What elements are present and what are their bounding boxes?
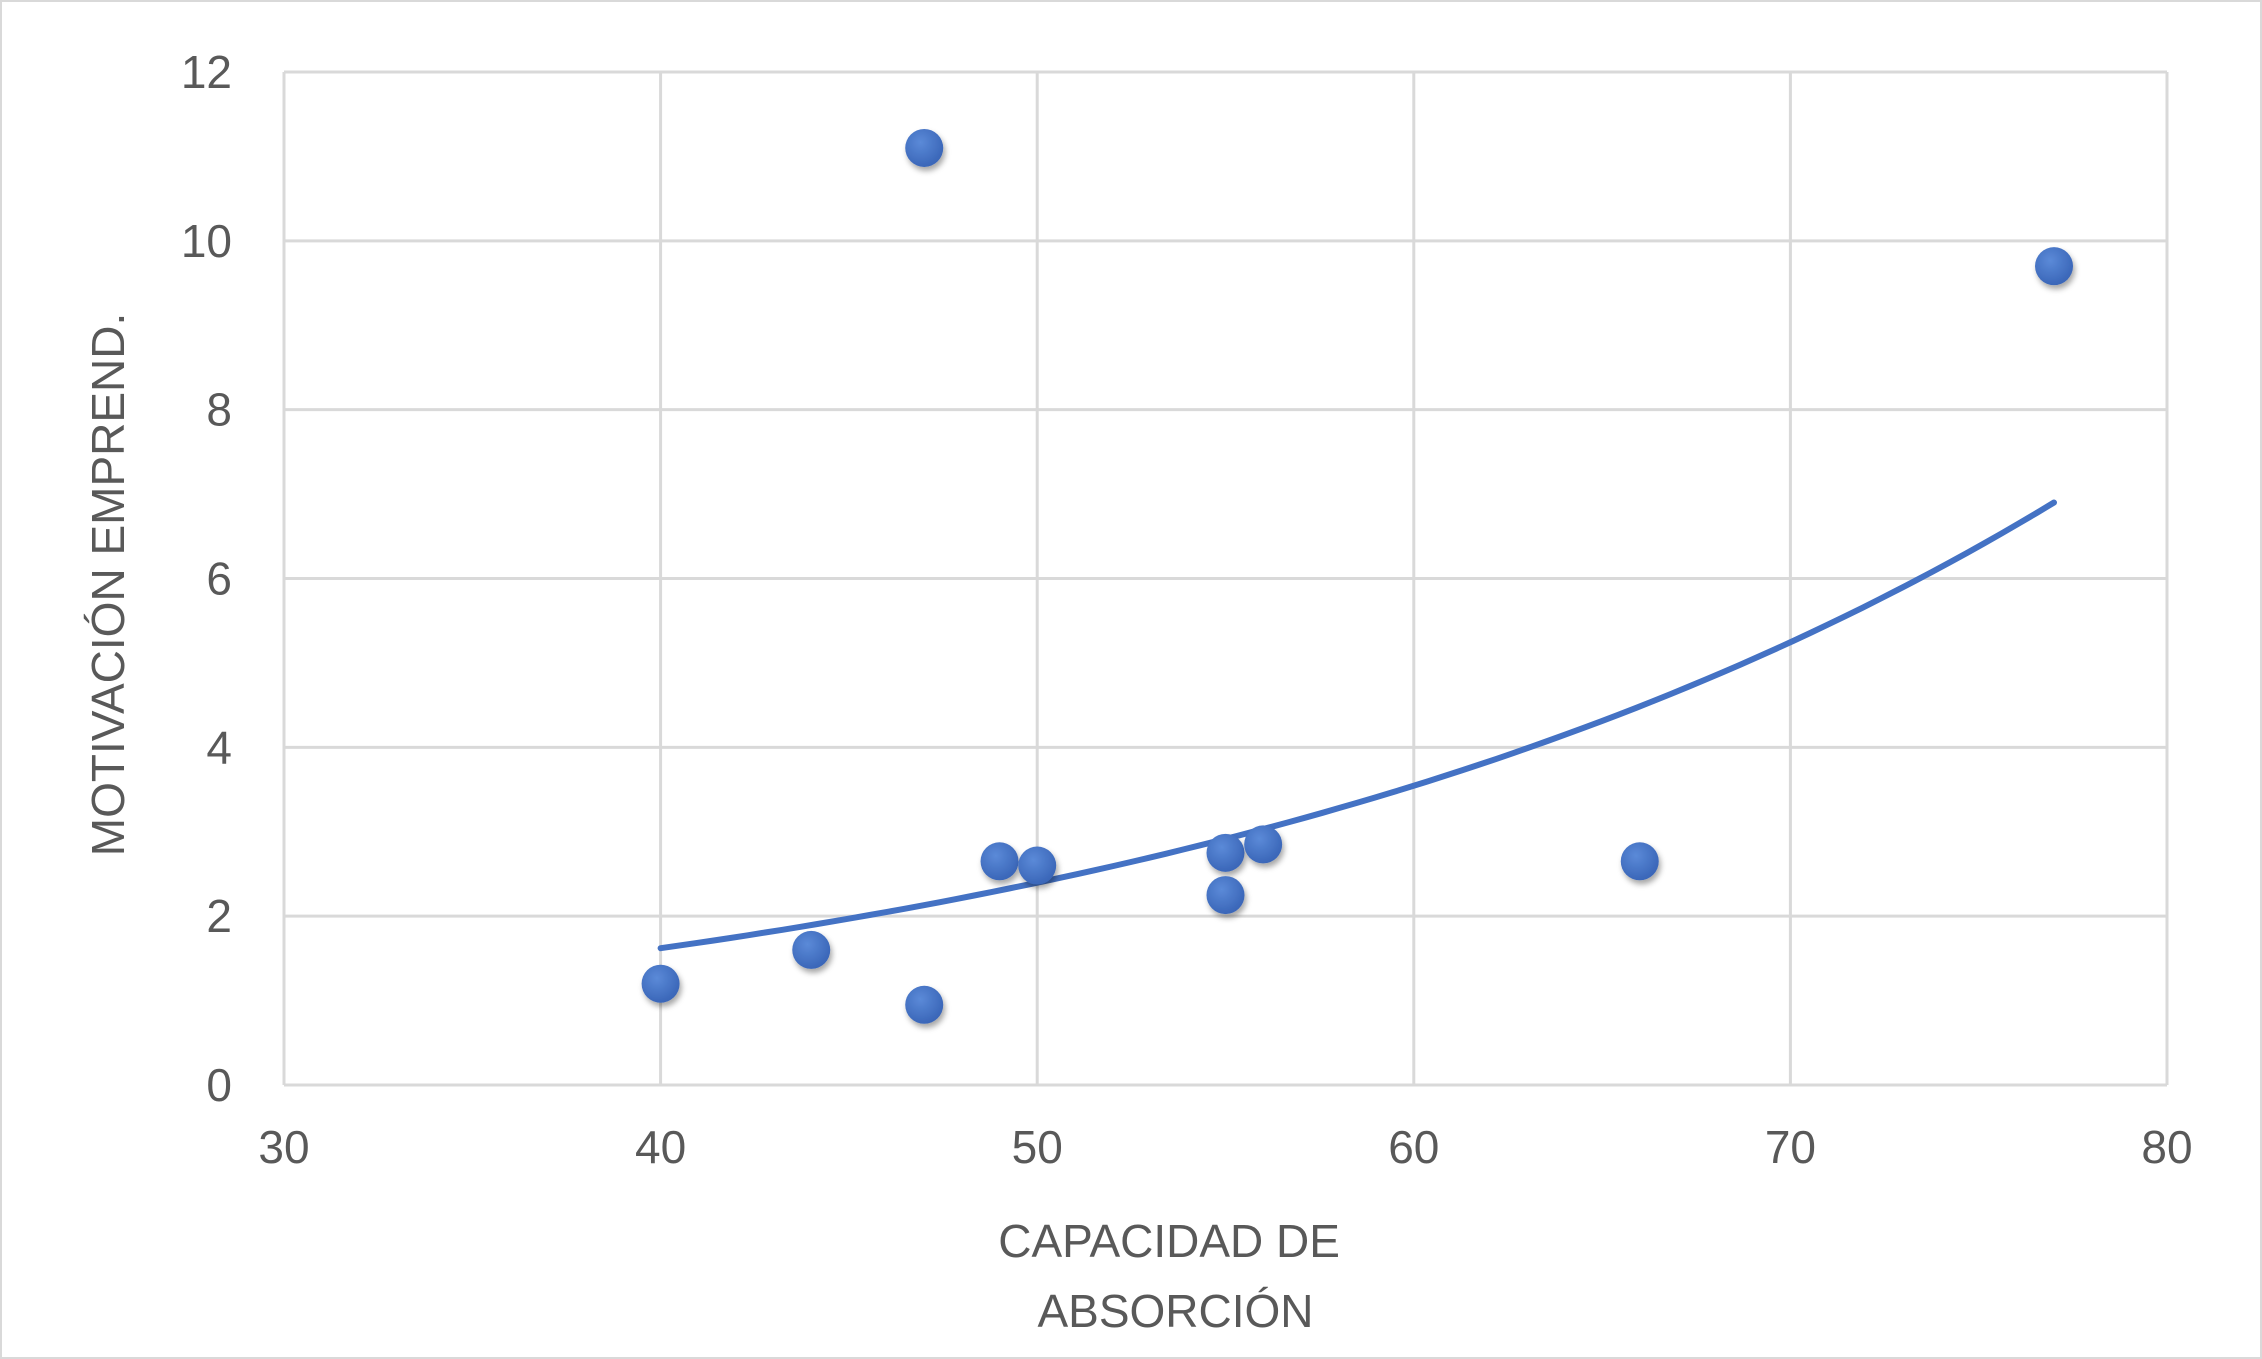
- y-tick-label: 8: [206, 384, 232, 436]
- x-tick-label: 60: [1388, 1121, 1439, 1173]
- x-tick-label: 40: [635, 1121, 686, 1173]
- y-tick-label: 10: [181, 215, 232, 267]
- data-point: [641, 964, 680, 1003]
- data-point: [980, 842, 1019, 881]
- trendline: [657, 499, 2057, 952]
- data-point: [905, 985, 944, 1024]
- x-axis-title-line: CAPACIDAD DE: [998, 1215, 1340, 1267]
- y-tick-label: 0: [206, 1059, 232, 1111]
- x-tick-label: 70: [1765, 1121, 1816, 1173]
- tick-labels: 30 40 50 60 70 80 0 2 4 6 8 10 12: [181, 46, 2193, 1173]
- data-point: [1244, 825, 1283, 864]
- x-axis-title: CAPACIDAD DE ABSORCIÓN: [998, 1215, 1352, 1337]
- x-tick-label: 30: [258, 1121, 309, 1173]
- x-tick-label: 80: [2141, 1121, 2192, 1173]
- grid: [282, 70, 2169, 1087]
- trendline-layer: [657, 499, 2057, 952]
- data-point: [1206, 876, 1245, 915]
- axis-titles: MOTIVACIÓN EMPREND. CAPACIDAD DE ABSORCI…: [82, 313, 1352, 1337]
- data-points: [641, 128, 2074, 1024]
- x-axis-title-line: ABSORCIÓN: [1037, 1285, 1313, 1337]
- data-point: [1620, 842, 1659, 881]
- y-axis-title: MOTIVACIÓN EMPREND.: [82, 313, 134, 857]
- x-tick-label: 50: [1012, 1121, 1063, 1173]
- y-tick-label: 6: [206, 553, 232, 605]
- data-point: [792, 930, 831, 969]
- data-point: [2035, 247, 2074, 286]
- data-point: [1018, 846, 1057, 885]
- y-tick-label: 4: [206, 721, 232, 773]
- data-point: [1206, 833, 1245, 872]
- y-tick-label: 2: [206, 890, 232, 942]
- y-tick-label: 12: [181, 46, 232, 98]
- data-point: [905, 128, 944, 167]
